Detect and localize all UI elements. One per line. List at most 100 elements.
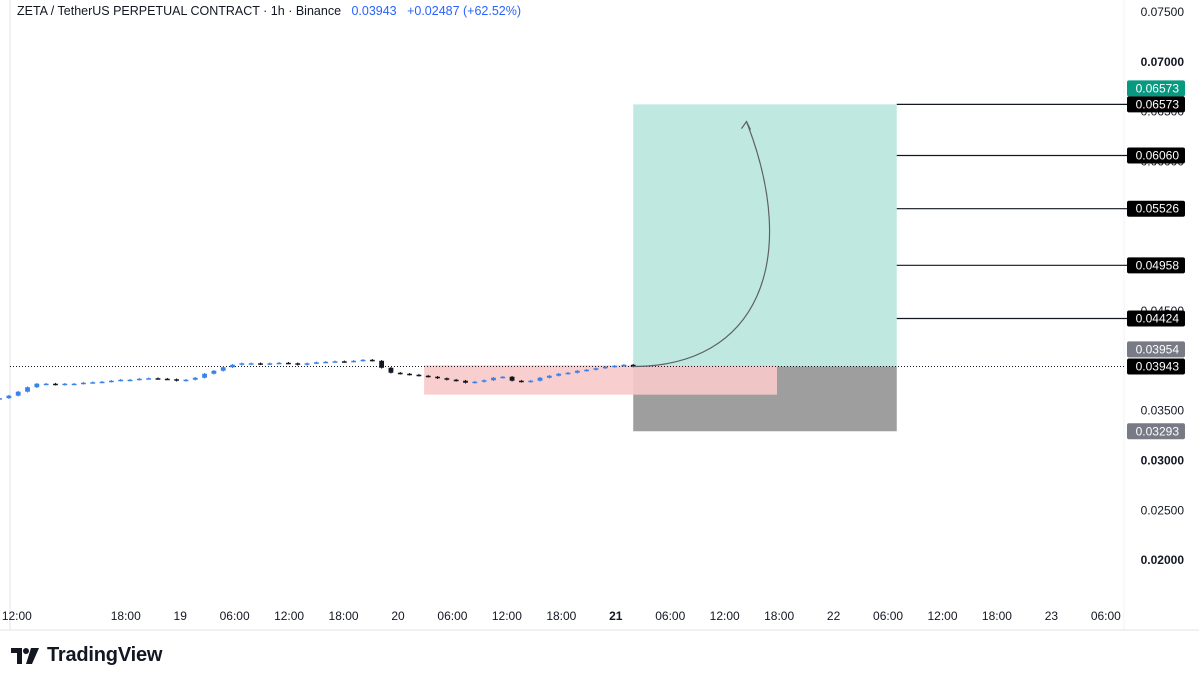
time-axis-label: 06:00 [655, 609, 685, 623]
time-axis-label: 23 [1045, 609, 1059, 623]
time-axis-label: 21 [609, 609, 623, 623]
long-position-target-zone[interactable] [633, 104, 897, 367]
candle-body [62, 383, 68, 386]
candle-body [220, 367, 226, 371]
time-axis-label: 18:00 [546, 609, 576, 623]
time-axis-label: 18:00 [111, 609, 141, 623]
time-axis-label: 12:00 [492, 609, 522, 623]
candle-body [593, 368, 599, 370]
time-axis-label: 18:00 [764, 609, 794, 623]
candle-body [155, 378, 161, 380]
time-axis-label: 12:00 [2, 609, 32, 623]
candle-body [108, 380, 114, 383]
projection-arrow-head [740, 120, 752, 130]
candle-body [453, 379, 459, 382]
price-axis-label: 0.02500 [1141, 503, 1185, 517]
candle-body [379, 360, 385, 368]
candle-body [341, 361, 347, 363]
candle-body [546, 375, 552, 378]
candle-body [416, 374, 422, 377]
candle-body [71, 383, 77, 386]
price-tag[interactable] [1127, 257, 1185, 274]
tradingview-logo-icon [11, 647, 39, 664]
candle-body [574, 370, 580, 373]
candle-body [267, 363, 273, 365]
candle-body [0, 398, 2, 400]
time-axis-label: 18:00 [329, 609, 359, 623]
price-axis-label: 0.07500 [1141, 5, 1185, 19]
price-axis-label: 0.07000 [1141, 55, 1185, 69]
price-tag-label: 0.03954 [1136, 342, 1180, 356]
candle-body [509, 376, 515, 381]
price-tag-label: 0.03293 [1136, 424, 1180, 438]
candle-body [584, 369, 590, 372]
candle-body [407, 373, 412, 376]
candle-body [612, 365, 617, 368]
candle-body [313, 362, 319, 364]
candle-body [556, 373, 562, 376]
candle-body [528, 380, 534, 383]
symbol-title[interactable]: ZETA / TetherUS PERPETUAL CONTRACT [17, 4, 260, 18]
price-tag-label: 0.04958 [1136, 258, 1180, 272]
candle-body [34, 383, 40, 388]
projection-arrow[interactable] [633, 121, 771, 368]
candle-body [491, 377, 496, 381]
price-tag[interactable] [1127, 310, 1185, 327]
price-tag-label: 0.05526 [1136, 202, 1180, 216]
price-tag[interactable] [1127, 341, 1185, 358]
price-tag[interactable] [1127, 423, 1185, 440]
tradingview-wordmark: TradingView [47, 644, 163, 666]
price-tag-label: 0.06573 [1136, 97, 1180, 111]
price-tag-label: 0.06060 [1136, 148, 1180, 162]
candle-body [425, 375, 431, 378]
price-change: +0.02487 (+62.52%) [407, 4, 522, 18]
last-price: 0.03943 [351, 4, 397, 18]
time-axis-label: 12:00 [927, 609, 957, 623]
candle-body [397, 372, 403, 375]
candle-body [351, 360, 357, 363]
candle-body [286, 362, 291, 365]
price-tag[interactable] [1127, 147, 1185, 164]
candle-body [369, 359, 375, 362]
time-axis-label: 12:00 [710, 609, 740, 623]
time-axis-label: 06:00 [437, 609, 467, 623]
time-axis-label: 06:00 [220, 609, 250, 623]
candle-body [630, 364, 636, 367]
candle-body [81, 382, 86, 385]
time-axis-label: 18:00 [982, 609, 1012, 623]
price-axis-label: 0.02000 [1141, 553, 1185, 567]
price-tag[interactable] [1127, 358, 1185, 375]
candle-body [481, 380, 487, 382]
candle-body [360, 359, 366, 362]
time-axis-label: 12:00 [274, 609, 304, 623]
time-axis-label: 20 [391, 609, 405, 623]
candle-body [25, 387, 30, 392]
candle-body [53, 383, 58, 386]
candle-body [435, 376, 440, 379]
candle-body [519, 380, 524, 383]
candle-body [258, 363, 263, 365]
header-separator: · [288, 4, 293, 18]
time-axis-label: 22 [827, 609, 841, 623]
entry-zone-box[interactable] [424, 365, 777, 395]
candle-body [537, 377, 543, 381]
candle-body [6, 395, 12, 399]
candle-body [388, 367, 394, 373]
tradingview-logo[interactable]: TradingView [11, 644, 162, 667]
time-axis-label: 06:00 [1091, 609, 1121, 623]
candle-body [202, 373, 207, 378]
price-axis-label: 0.03000 [1141, 453, 1185, 467]
candle-body [248, 363, 254, 365]
candle-body [183, 379, 189, 382]
interval-label[interactable]: 1h [270, 4, 285, 18]
candle-body [43, 383, 49, 386]
price-tag-label: 0.03943 [1136, 359, 1180, 373]
candle-body [127, 379, 133, 382]
candle-body [276, 362, 282, 365]
candle-body [295, 363, 301, 365]
price-tag[interactable] [1127, 200, 1185, 217]
price-tag[interactable] [1127, 96, 1185, 113]
price-tag[interactable] [1127, 80, 1185, 97]
price-tag-label: 0.04424 [1136, 312, 1180, 326]
